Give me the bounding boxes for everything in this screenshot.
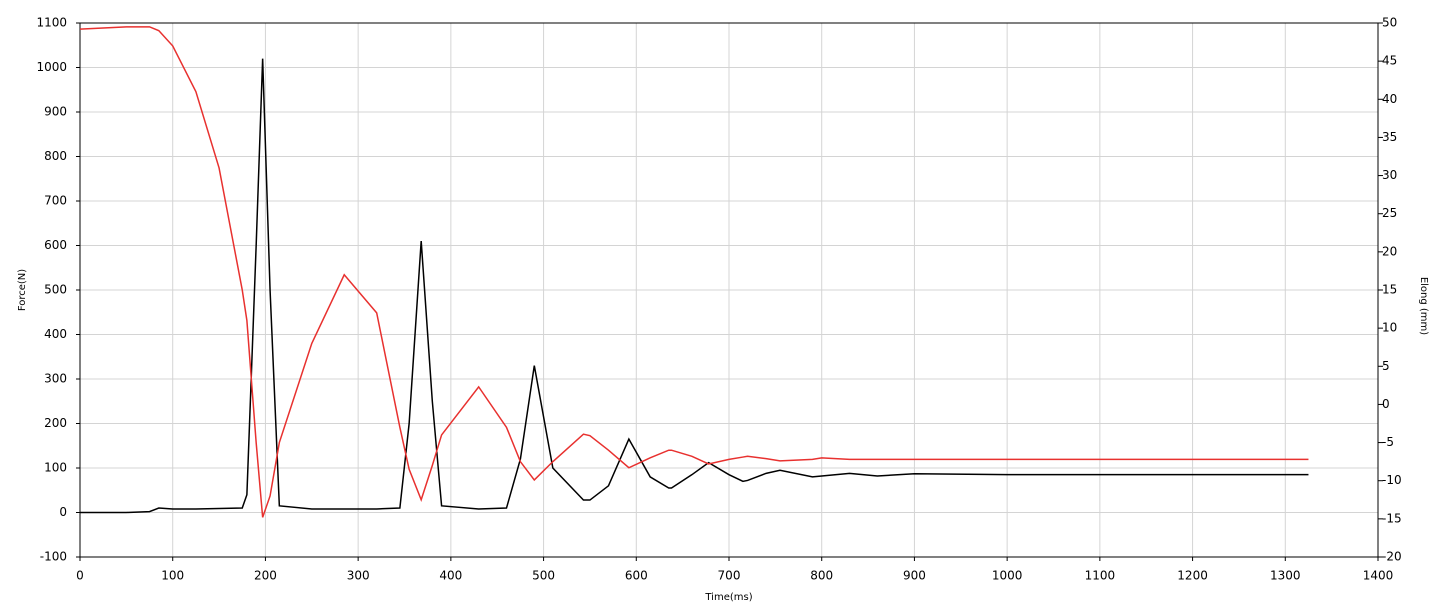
y-tick-label: 700 [44, 194, 67, 208]
x-tick-label: 1300 [1270, 569, 1301, 583]
y2-tick-label: 45 [1382, 54, 1397, 68]
x-tick-label: 600 [625, 569, 648, 583]
y-tick-label: 600 [44, 238, 67, 252]
y2-tick-label: 50 [1382, 16, 1397, 30]
y-tick-label: 900 [44, 105, 67, 119]
x-tick-label: 900 [903, 569, 926, 583]
y2-tick-label: 0 [1382, 397, 1390, 411]
y-tick-label: 0 [59, 505, 67, 519]
y2-tick-label: 5 [1382, 359, 1390, 373]
y-tick-label: 100 [44, 461, 67, 475]
y2-tick-label: -20 [1382, 550, 1402, 564]
y-tick-label: -100 [40, 550, 67, 564]
y2-tick-label: -15 [1382, 511, 1402, 525]
x-tick-label: 1400 [1363, 569, 1394, 583]
y2-tick-label: 30 [1382, 168, 1397, 182]
y2-tick-label: 35 [1382, 130, 1397, 144]
y2-tick-label: 15 [1382, 283, 1397, 297]
data-line [80, 58, 1309, 514]
y2-tick-label: -10 [1382, 473, 1402, 487]
y-tick-label: 1100 [36, 16, 67, 30]
plot-frame [79, 22, 1379, 558]
y-tick-label: 200 [44, 416, 67, 430]
x-tick-label: 0 [76, 569, 84, 583]
x-tick-label: 500 [532, 569, 555, 583]
y-tick-label: 300 [44, 372, 67, 386]
x-tick-label: 1100 [1085, 569, 1116, 583]
y-axis-label: Force(N) [17, 269, 28, 311]
x-tick-label: 1200 [1177, 569, 1208, 583]
x-tick-label: 200 [254, 569, 277, 583]
y2-tick-label: 40 [1382, 92, 1397, 106]
y2-tick-label: 25 [1382, 206, 1397, 220]
x-tick-label: 400 [439, 569, 462, 583]
x-tick-label: 1000 [992, 569, 1023, 583]
y2-tick-label: -5 [1382, 435, 1394, 449]
y-tick-label: 400 [44, 327, 67, 341]
x-tick-label: 800 [810, 569, 833, 583]
y2-tick-label: 20 [1382, 244, 1397, 258]
data-line [79, 26, 1309, 518]
x-tick-label: 300 [347, 569, 370, 583]
y-tick-label: 500 [44, 283, 67, 297]
x-axis-label: Time(ms) [704, 592, 752, 603]
x-tick-label: 100 [161, 569, 184, 583]
x-tick-label: 700 [718, 569, 741, 583]
y-tick-label: 800 [44, 149, 67, 163]
y-tick-label: 1000 [36, 60, 67, 74]
y2-tick-label: 10 [1382, 321, 1397, 335]
y2-axis-label: Elong (mm) [1418, 277, 1429, 335]
